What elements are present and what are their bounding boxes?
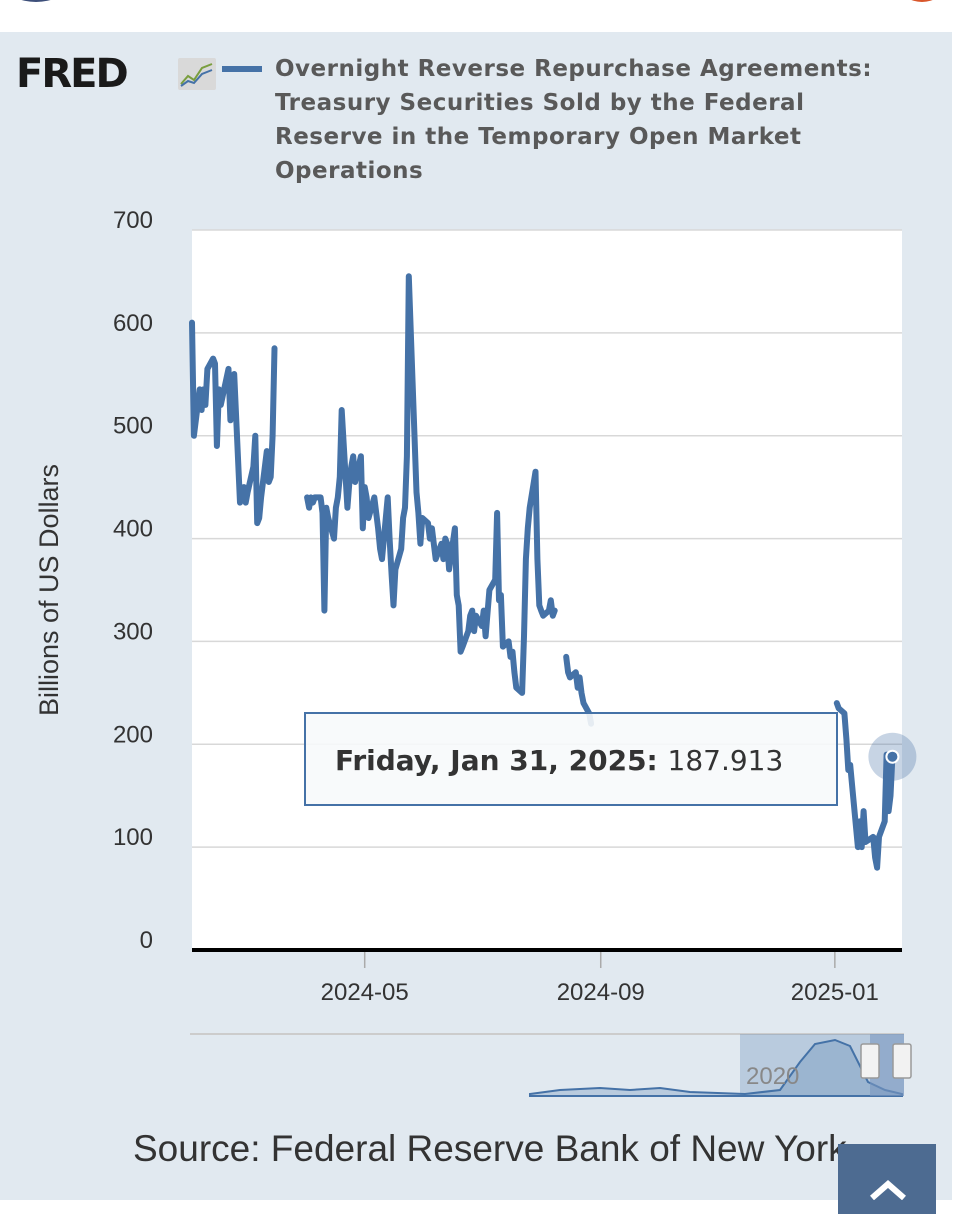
- x-tick-label: 2024-09: [557, 979, 645, 1006]
- y-tick-label: 600: [113, 310, 153, 337]
- navigator-handle: [860, 1043, 880, 1079]
- tooltip: Friday, Jan 31, 2025: 187.913: [304, 712, 838, 806]
- y-tick-label: 100: [113, 824, 153, 851]
- fred-logo-text: FRED: [16, 51, 129, 97]
- top-bar: [0, 0, 960, 30]
- fred-logo[interactable]: FRED: [16, 51, 216, 97]
- avatar-right: [900, 0, 944, 2]
- navigator-handle: [892, 1043, 912, 1079]
- navigator-year-label: 2020: [746, 1063, 799, 1090]
- y-axis-label: Billions of US Dollars: [34, 464, 64, 716]
- series-line: [563, 653, 595, 727]
- series-line: [189, 319, 278, 527]
- y-tick-label: 500: [113, 413, 153, 440]
- tooltip-value: 187.913: [668, 744, 784, 777]
- tooltip-text: Friday, Jan 31, 2025: 187.913: [335, 744, 783, 777]
- x-tick-label: 2025-01: [791, 979, 879, 1006]
- avatar-left: [6, 0, 66, 2]
- y-tick-label: 700: [113, 207, 153, 234]
- y-tick-label: 400: [113, 516, 153, 543]
- tooltip-date: Friday, Jan 31, 2025:: [335, 744, 668, 777]
- source-label: Source: Federal Reserve Bank of New York: [133, 1128, 847, 1169]
- plot-area: [192, 230, 902, 950]
- legend-swatch: [222, 66, 262, 72]
- scroll-top-button[interactable]: [838, 1144, 936, 1214]
- chevron-up-icon: [870, 1180, 906, 1200]
- chart-logo-icon: [178, 58, 216, 90]
- hover-point: [885, 749, 900, 764]
- y-tick-label: 0: [140, 927, 153, 954]
- series-line: [304, 273, 558, 696]
- tooltip-box: [304, 712, 838, 806]
- series-line: [833, 700, 896, 871]
- x-tick-label: 2024-05: [321, 979, 409, 1006]
- y-tick-label: 300: [113, 618, 153, 645]
- chart-title: Overnight Reverse Repurchase Agreements:…: [275, 56, 873, 184]
- y-tick-label: 200: [113, 721, 153, 748]
